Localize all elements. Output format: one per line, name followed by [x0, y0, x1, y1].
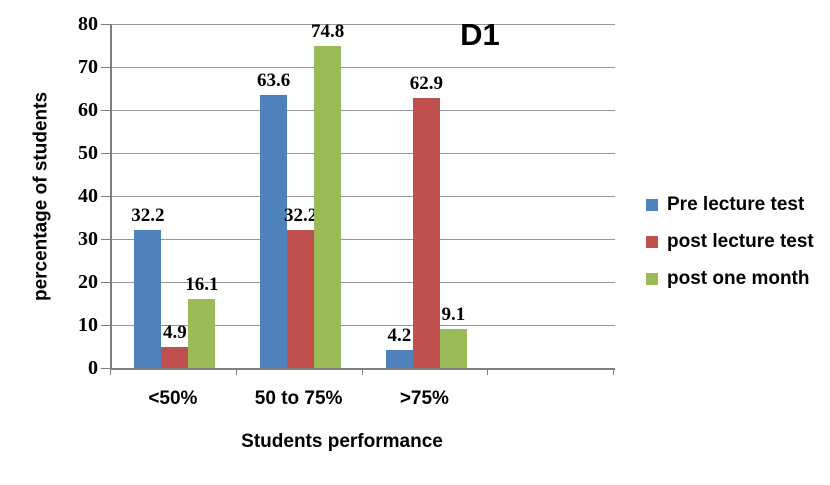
y-tick-label: 70	[78, 56, 98, 78]
legend-item: post lecture test	[646, 231, 814, 253]
bar	[385, 349, 413, 368]
bar-value-label: 16.1	[185, 273, 219, 295]
y-tick-mark	[101, 67, 110, 68]
legend-item: Pre lecture test	[646, 194, 814, 216]
y-tick-mark	[101, 239, 110, 240]
x-category-label: >75%	[399, 388, 449, 409]
x-tick-mark	[613, 369, 614, 375]
y-tick-label: 30	[78, 228, 98, 250]
bar-value-label: 32.2	[131, 204, 165, 226]
chart-title: D1	[460, 17, 500, 52]
gridline	[112, 24, 615, 25]
y-tick-mark	[101, 325, 110, 326]
gridline	[112, 282, 615, 283]
bar	[161, 346, 189, 368]
bar-value-label: 9.1	[441, 303, 466, 325]
y-tick-label: 80	[78, 13, 98, 35]
bar	[287, 229, 315, 368]
bar-value-label: 4.2	[387, 324, 412, 346]
gridline	[112, 110, 615, 111]
x-tick-mark	[110, 369, 111, 375]
gridline	[112, 153, 615, 154]
bar	[314, 46, 342, 368]
legend: Pre lecture test post lecture test post on…	[646, 194, 814, 305]
y-tick-label: 20	[78, 271, 98, 293]
y-tick-mark	[101, 153, 110, 154]
plot-area: 32.2 4.9 16.1 63.6 32.2 74.8 4.2 62.9 9.1	[110, 21, 615, 370]
gridline	[112, 196, 615, 197]
y-tick-mark	[101, 282, 110, 283]
y-tick-label: 10	[78, 314, 98, 336]
x-category-label: 50 to 75%	[254, 388, 343, 409]
legend-swatch-icon	[646, 199, 658, 211]
legend-item: post one month	[646, 268, 814, 290]
bar-value-label: 4.9	[163, 321, 187, 343]
x-category-label: <50%	[148, 388, 198, 409]
legend-swatch-icon	[646, 273, 658, 285]
y-tick-label: 60	[78, 99, 98, 121]
bar-value-label: 74.8	[311, 21, 345, 43]
y-tick-label: 40	[78, 185, 98, 207]
bar-value-label: 63.6	[257, 69, 291, 91]
legend-label: post lecture test	[667, 231, 814, 252]
x-axis-title: Students performance	[241, 431, 443, 452]
gridline	[112, 67, 615, 68]
y-tick-mark	[101, 368, 110, 369]
x-tick-mark	[487, 369, 489, 375]
bar-value-label: 32.2	[284, 204, 318, 226]
bar	[134, 229, 162, 368]
bar	[188, 298, 216, 368]
legend-label: Pre lecture test	[667, 194, 805, 215]
legend-label: post one month	[667, 268, 810, 289]
y-tick-mark	[101, 24, 110, 25]
x-tick-mark	[235, 369, 237, 375]
gridline	[112, 325, 615, 326]
x-tick-mark	[361, 369, 363, 375]
bar	[412, 97, 440, 368]
y-tick-label: 50	[78, 142, 98, 164]
y-tick-label: 0	[88, 357, 98, 379]
bar	[439, 328, 467, 368]
bar-value-label: 62.9	[409, 72, 443, 94]
bar	[260, 94, 288, 368]
legend-swatch-icon	[646, 236, 658, 248]
y-tick-mark	[101, 110, 110, 111]
y-tick-mark	[101, 196, 110, 197]
gridline	[112, 239, 615, 240]
